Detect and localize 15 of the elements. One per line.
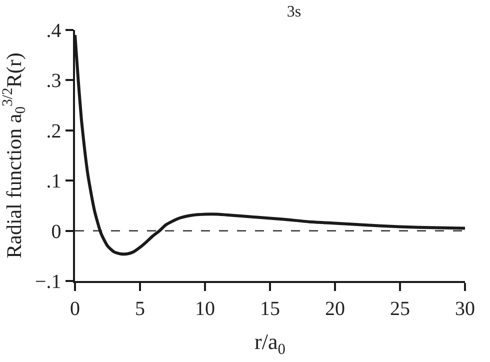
y-tick-label: −.1 [34, 271, 62, 293]
y-tick-label: .3 [46, 70, 62, 92]
y-tick-label: .1 [46, 170, 62, 193]
y-tick-label: .2 [46, 120, 62, 142]
x-tick-label: 10 [195, 298, 215, 320]
y-tick-label: .4 [46, 20, 62, 42]
x-axis-title: r/a$_{0}$ [254, 329, 286, 358]
y-tick-label: 0 [51, 220, 62, 243]
x-tick-label: 30 [455, 298, 475, 320]
x-tick-label: 25 [390, 298, 410, 320]
x-tick-label: 15 [260, 298, 280, 320]
chart-title: 3s [286, 4, 302, 21]
x-tick-label: 0 [70, 298, 80, 320]
x-tick-label: 5 [135, 298, 145, 320]
x-tick-label: 20 [325, 298, 345, 320]
